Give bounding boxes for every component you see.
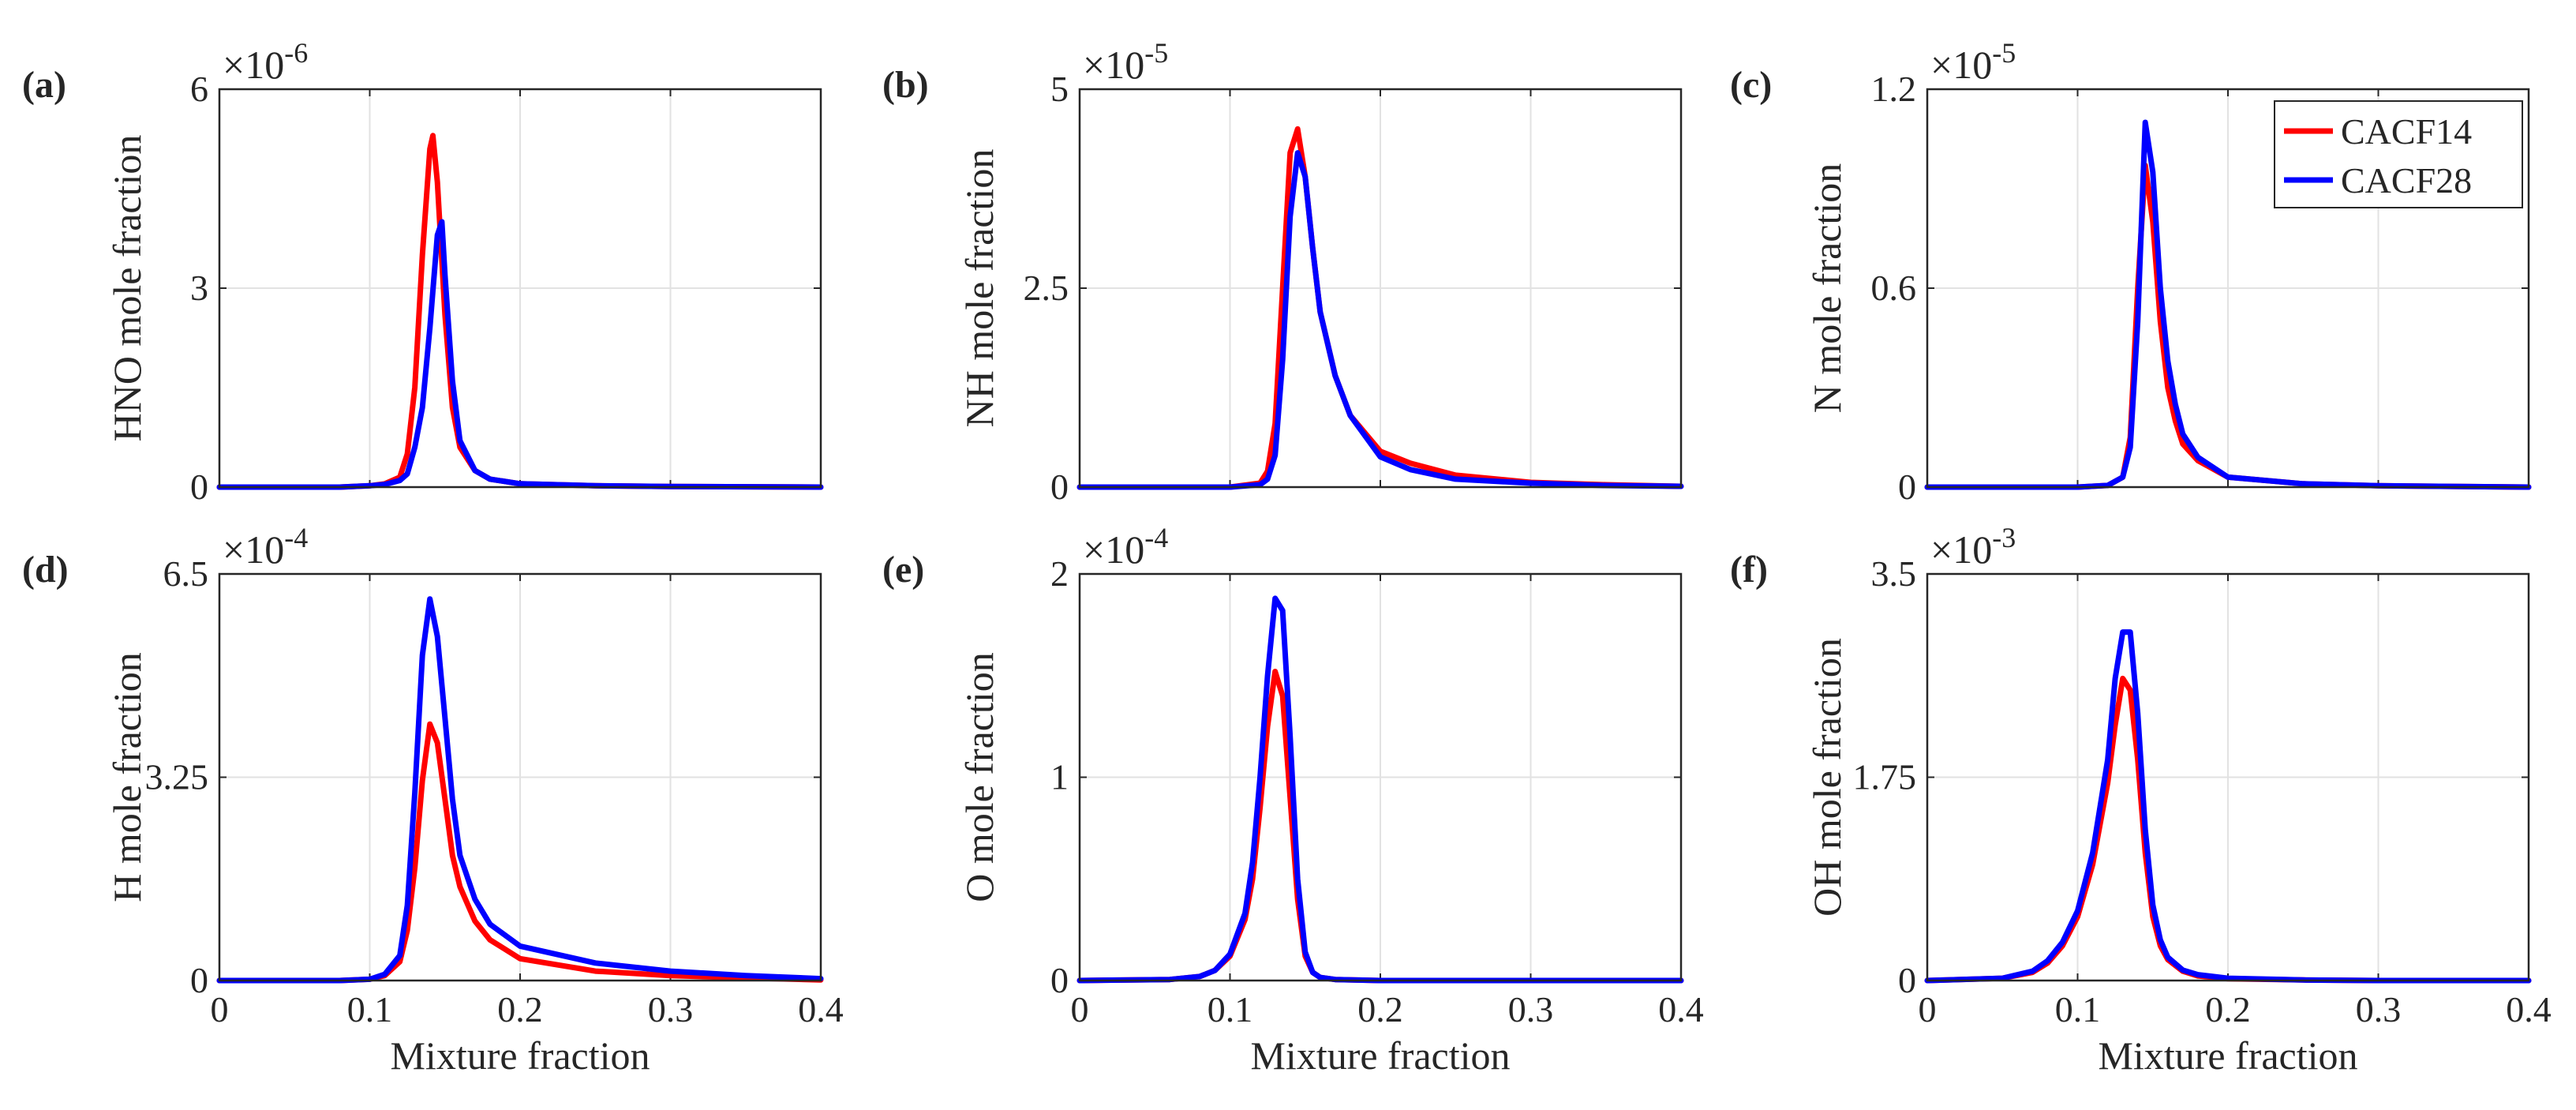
y-exponent-label: ×10-4 xyxy=(1083,522,1168,572)
axes-box xyxy=(1078,88,1683,489)
y-exponent-label: ×10-5 xyxy=(1930,37,2016,87)
y-axis-label: HNO mole fraction xyxy=(105,135,149,442)
exponent-base: ×10 xyxy=(223,43,284,87)
legend: CACF14 CACF28 xyxy=(2274,100,2523,208)
legend-box xyxy=(2274,100,2523,208)
y-tick-label: 6 xyxy=(190,69,208,109)
axes-box xyxy=(218,88,822,489)
panel-label: (b) xyxy=(882,64,929,106)
x-tick-label: 0.2 xyxy=(2205,989,2251,1029)
y-tick-label: 2 xyxy=(1050,553,1069,594)
y-tick-label: 0.6 xyxy=(1871,268,1917,308)
y-axis-label: NH mole fraction xyxy=(957,149,1002,428)
axes-box xyxy=(1926,572,2530,982)
x-axis-label: Mixture fraction xyxy=(2098,1033,2357,1078)
x-tick-label: 0 xyxy=(1071,989,1089,1029)
x-tick-label: 0 xyxy=(1919,989,1937,1029)
exponent-power: -6 xyxy=(284,37,308,69)
exponent-power: -5 xyxy=(1144,37,1168,69)
y-axis-label: H mole fraction xyxy=(105,652,149,902)
x-tick-label: 0.3 xyxy=(2356,989,2402,1029)
exponent-base: ×10 xyxy=(1930,527,1992,572)
exponent-power: -3 xyxy=(1992,522,2016,553)
y-tick-label: 0 xyxy=(190,960,208,1000)
y-tick-label: 1 xyxy=(1050,757,1069,797)
series-line-cacf28 xyxy=(216,219,824,490)
panel-c: 00.61.2N mole fraction(c) ×10-5CACF14CACF… xyxy=(1730,37,2532,507)
x-tick-label: 0.3 xyxy=(1508,989,1554,1029)
x-tick-label: 0.4 xyxy=(1658,989,1704,1029)
y-tick-label: 0 xyxy=(1898,960,1916,1000)
y-tick-label: 6.5 xyxy=(163,553,209,594)
y-tick-label: 5 xyxy=(1050,69,1069,109)
x-tick-label: 0.1 xyxy=(1208,989,1253,1029)
panel-label: (d) xyxy=(22,549,69,591)
x-tick-label: 0 xyxy=(211,989,229,1029)
panel-f: 0 1.75 3.5 0 0.1 0.2 0.3 0.4 Mixture fraction OH … xyxy=(1730,522,2552,1078)
exponent-base: ×10 xyxy=(223,527,284,572)
x-tick-label: 0.1 xyxy=(347,989,393,1029)
y-tick-label: 1.2 xyxy=(1871,69,1917,109)
panel-b: 0 2.5 5 NH mole fraction (b) ×10-5 xyxy=(882,37,1684,507)
y-tick-label: 0 xyxy=(1050,467,1069,507)
panel-d: 0 3.25 6.5 0 0.1 0.2 0.3 0.4 Mixture fraction H m… xyxy=(22,522,844,1078)
panel-label: (a) xyxy=(22,64,66,106)
axes-box xyxy=(218,572,822,982)
panel-label: (f) xyxy=(1730,549,1768,591)
y-exponent-label: ×10-3 xyxy=(1930,522,2016,572)
y-exponent-label: ×10-4 xyxy=(223,522,308,572)
y-tick-label: 3.25 xyxy=(145,757,209,797)
panel-label: (c) xyxy=(1730,64,1772,106)
x-tick-label: 0.4 xyxy=(2506,989,2552,1029)
x-tick-label: 0.4 xyxy=(798,989,844,1029)
axes-box xyxy=(1926,88,2530,489)
y-exponent-label: ×10-5 xyxy=(1083,37,1168,87)
y-tick-label: 1.75 xyxy=(1853,757,1917,797)
x-tick-label: 0.2 xyxy=(1357,989,1403,1029)
exponent-power: -4 xyxy=(1144,522,1168,553)
exponent-power: -4 xyxy=(284,522,308,553)
series-line-cacf28 xyxy=(1076,595,1684,984)
y-exponent-label: ×10-6 xyxy=(223,37,308,87)
axes-box xyxy=(1078,572,1683,982)
exponent-base: ×10 xyxy=(1930,43,1992,87)
y-axis-label: OH mole fraction xyxy=(1805,638,1849,917)
y-tick-label: 3 xyxy=(190,268,208,308)
y-axis-label: O mole fraction xyxy=(957,652,1002,902)
panel-a: 0 3 6 HNO mole fraction (a) ×10-6 xyxy=(22,37,824,507)
exponent-base: ×10 xyxy=(1083,43,1144,87)
y-tick-label: 2.5 xyxy=(1024,268,1069,308)
exponent-power: -5 xyxy=(1992,37,2016,69)
panel-e: 0 1 2 0 0.1 0.2 0.3 0.4 Mixture fraction O mole f… xyxy=(882,522,1704,1078)
legend-label-cacf14: CACF14 xyxy=(2341,111,2472,152)
x-axis-label: Mixture fraction xyxy=(1250,1033,1510,1078)
x-tick-label: 0.1 xyxy=(2055,989,2101,1029)
x-tick-label: 0.3 xyxy=(648,989,694,1029)
y-tick-label: 0 xyxy=(1898,467,1916,507)
y-tick-label: 0 xyxy=(1050,960,1069,1000)
exponent-base: ×10 xyxy=(1083,527,1144,572)
x-axis-label: Mixture fraction xyxy=(390,1033,650,1078)
x-tick-label: 0.2 xyxy=(497,989,543,1029)
panel-label: (e) xyxy=(882,549,924,591)
series-line-cacf28 xyxy=(1924,629,2532,984)
series-line-cacf28 xyxy=(1924,119,2532,490)
y-axis-label: N mole fraction xyxy=(1805,163,1849,414)
legend-label-cacf28: CACF28 xyxy=(2341,160,2472,201)
series-line-cacf28 xyxy=(1076,150,1684,490)
y-tick-label: 0 xyxy=(190,467,208,507)
series-line-cacf28 xyxy=(216,596,824,984)
y-tick-label: 3.5 xyxy=(1871,553,1917,594)
